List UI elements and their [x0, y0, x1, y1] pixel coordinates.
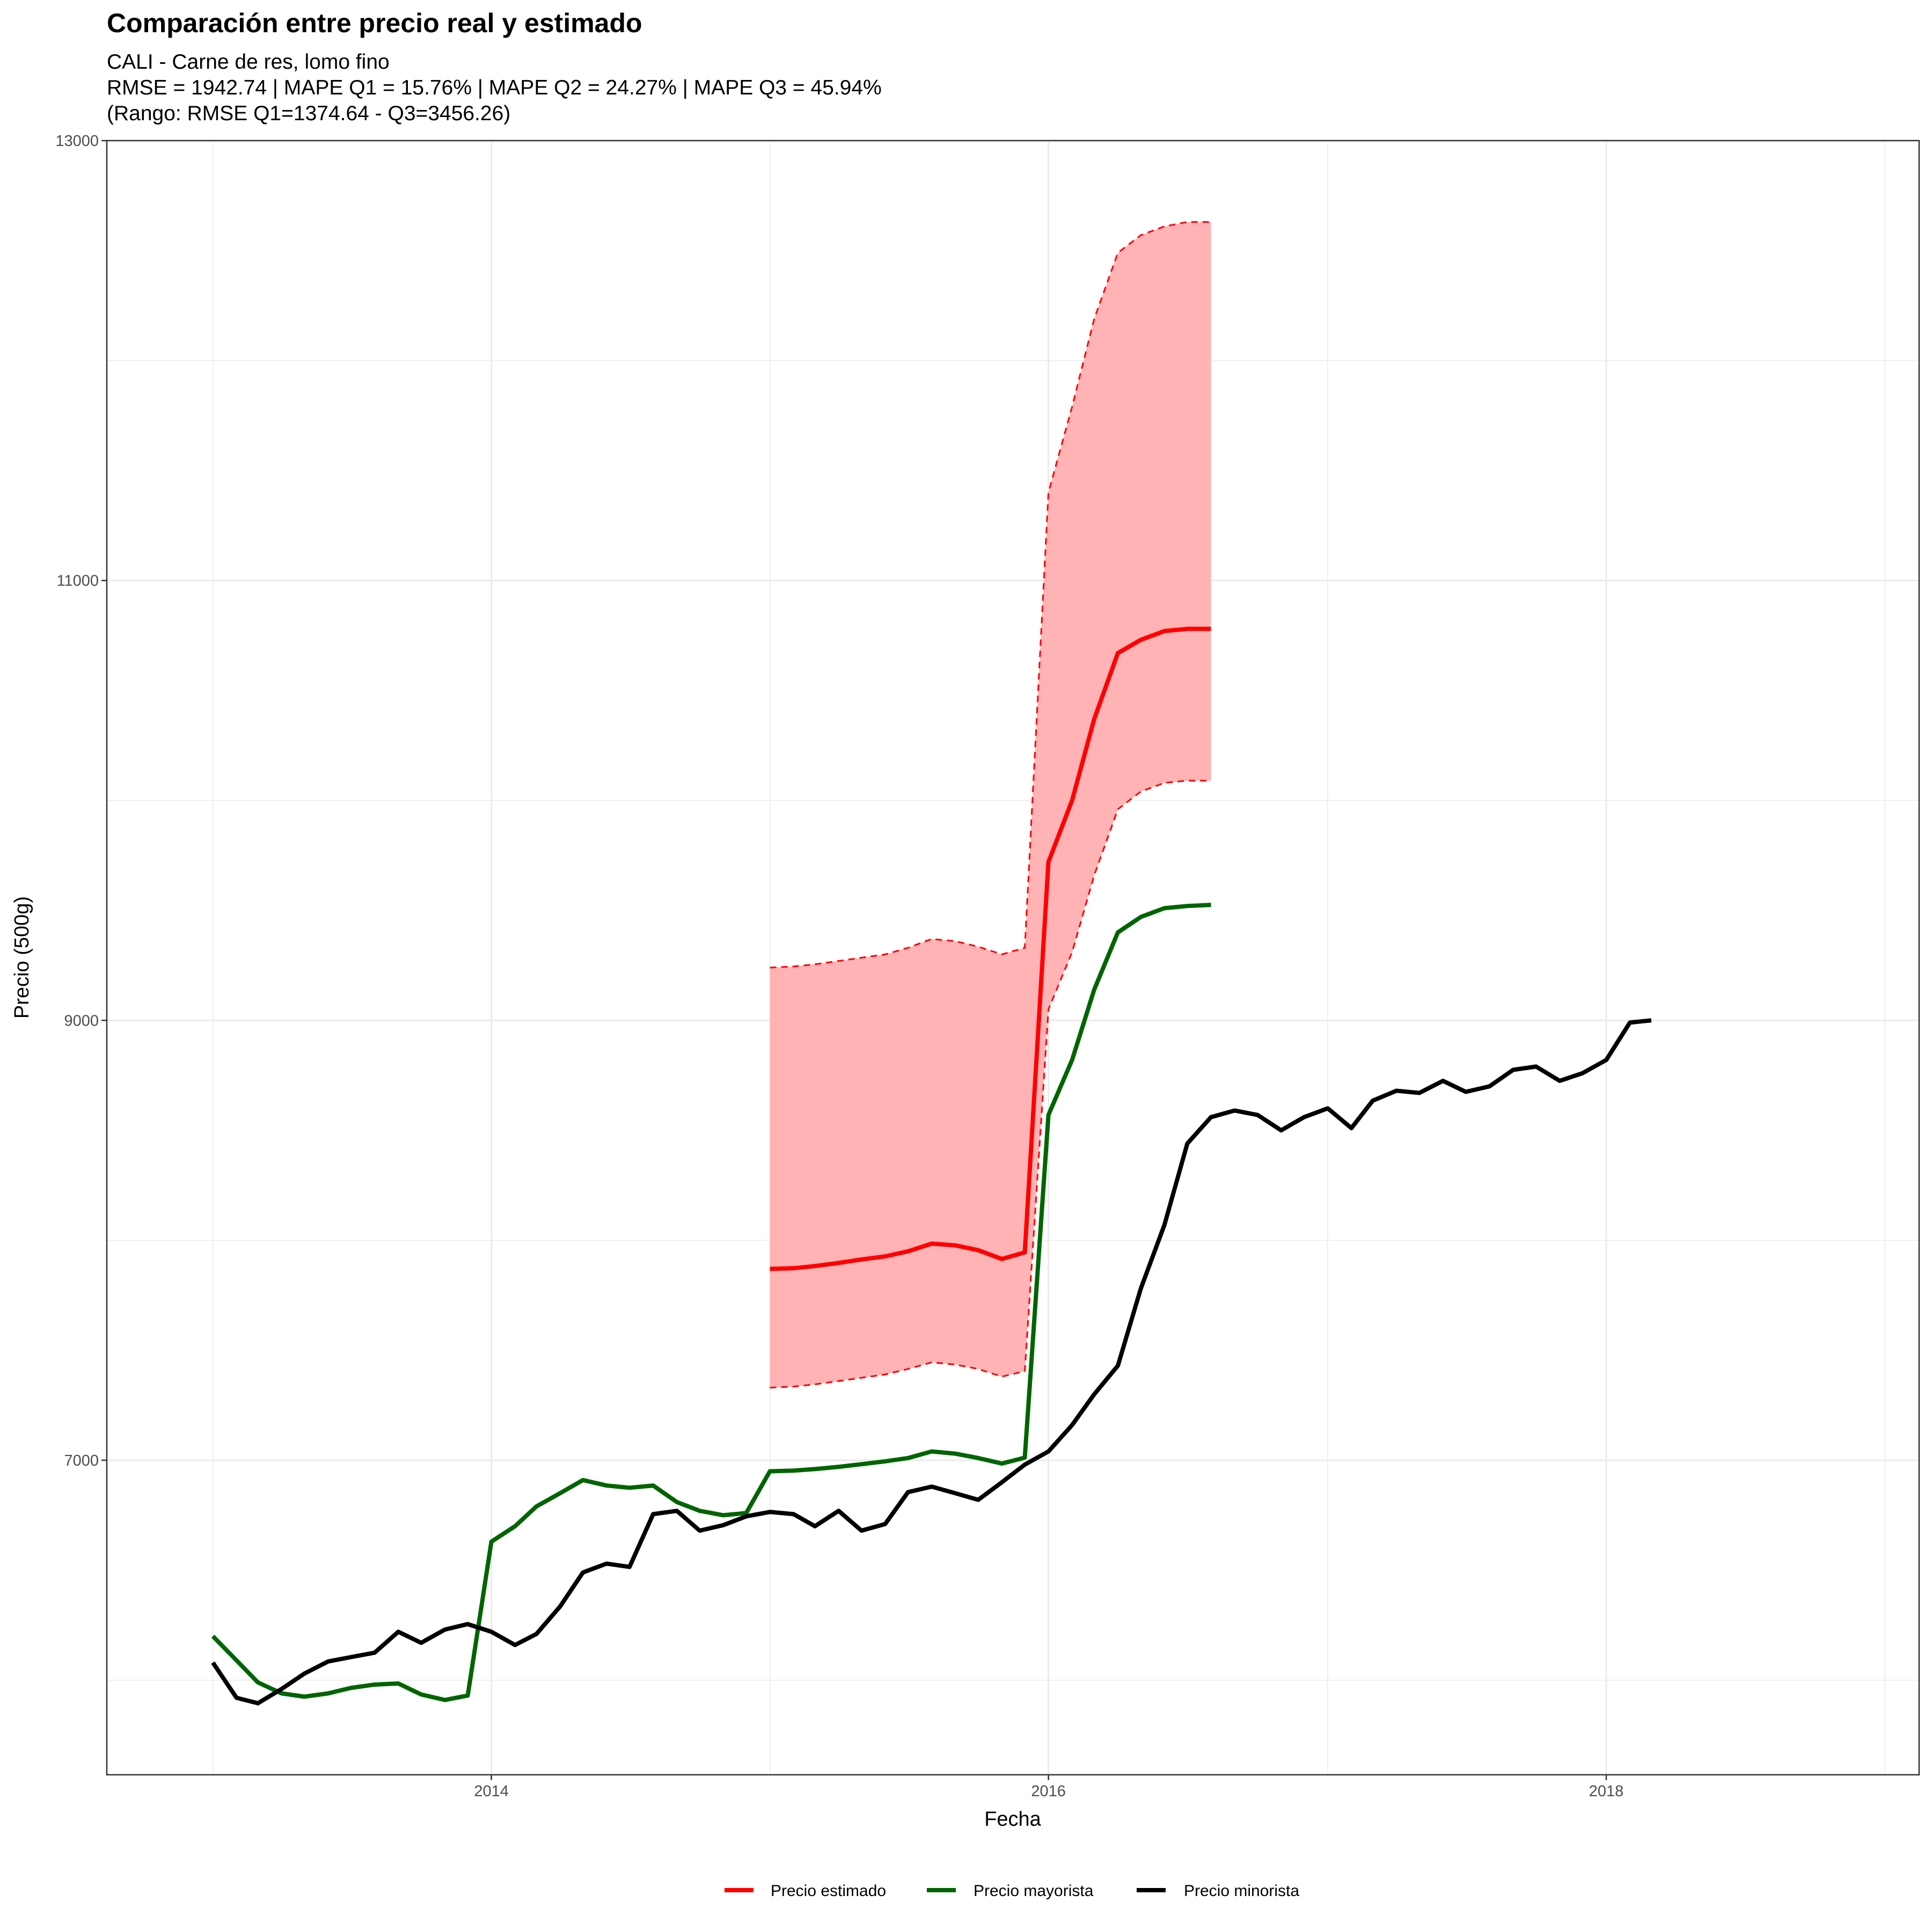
x-tick-label: 2014: [474, 1783, 509, 1800]
legend-label-precio-minorista: Precio minorista: [1184, 1882, 1299, 1900]
prediction-band-lower: [770, 780, 1211, 1389]
chart-subtitle-line-3: (Rango: RMSE Q1=1374.64 - Q3=3456.26): [107, 102, 510, 125]
series-precio-minorista: [211, 1018, 1652, 1706]
chart-subtitle-line-2: RMSE = 1942.74 | MAPE Q1 = 15.76% | MAPE…: [107, 76, 882, 99]
legend-label-precio-estimado: Precio estimado: [771, 1882, 886, 1900]
chart-title: Comparación entre precio real y estimado: [107, 8, 642, 38]
axis-ticks: 7000 9000 11000 13000 2014 2016 2018: [55, 133, 1623, 1800]
prediction-band-area: [770, 222, 1211, 1388]
series-precio-mayorista: [211, 903, 1211, 1702]
y-tick-label: 13000: [55, 133, 99, 150]
x-tick-label: 2016: [1031, 1783, 1066, 1800]
x-tick-label: 2018: [1589, 1783, 1624, 1800]
plot-border: [106, 140, 1920, 1776]
prediction-band-upper: [770, 221, 1211, 969]
x-axis-label: Fecha: [984, 1808, 1041, 1831]
series-lines: [211, 626, 1652, 1706]
prediction-band: [770, 221, 1211, 1389]
series-precio-estimado: [770, 626, 1211, 1271]
legend-label-precio-mayorista: Precio mayorista: [974, 1882, 1094, 1900]
y-tick-label: 11000: [57, 573, 99, 590]
y-tick-label: 7000: [64, 1452, 99, 1469]
y-tick-label: 9000: [64, 1012, 99, 1029]
chart-subtitle-line-1: CALI - Carne de res, lomo fino: [107, 50, 390, 74]
legend: Precio estimado Precio mayorista Precio …: [724, 1882, 1299, 1900]
y-axis-label: Precio (500g): [11, 896, 33, 1019]
